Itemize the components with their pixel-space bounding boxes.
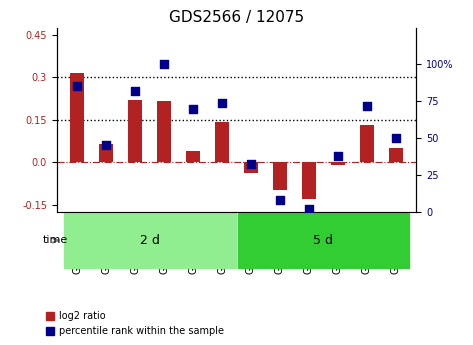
Bar [302,162,316,199]
Point [334,153,342,158]
Bar [70,73,84,162]
Point [363,103,371,108]
Bar [215,122,229,162]
Text: time: time [42,235,68,245]
Point [73,84,81,89]
Bar [99,144,114,162]
Point [160,62,168,67]
Bar [157,101,171,162]
Point [218,100,226,106]
Bar [244,162,258,174]
Point [305,206,313,211]
Bar [62,211,236,269]
Bar [359,125,374,162]
Point [276,197,284,203]
Bar [331,162,345,165]
Text: 5 d: 5 d [314,234,333,247]
Bar [186,151,200,162]
Text: 2 d: 2 d [140,234,159,247]
Point [189,106,197,111]
Point [102,142,110,148]
Bar [236,211,411,269]
Legend: log2 ratio, percentile rank within the sample: log2 ratio, percentile rank within the s… [43,307,228,340]
Bar [273,162,287,190]
Point [247,162,255,167]
Bar [389,148,403,162]
Point [392,135,400,141]
Bar [128,100,142,162]
Point [131,88,139,93]
Title: GDS2566 / 12075: GDS2566 / 12075 [169,10,304,25]
